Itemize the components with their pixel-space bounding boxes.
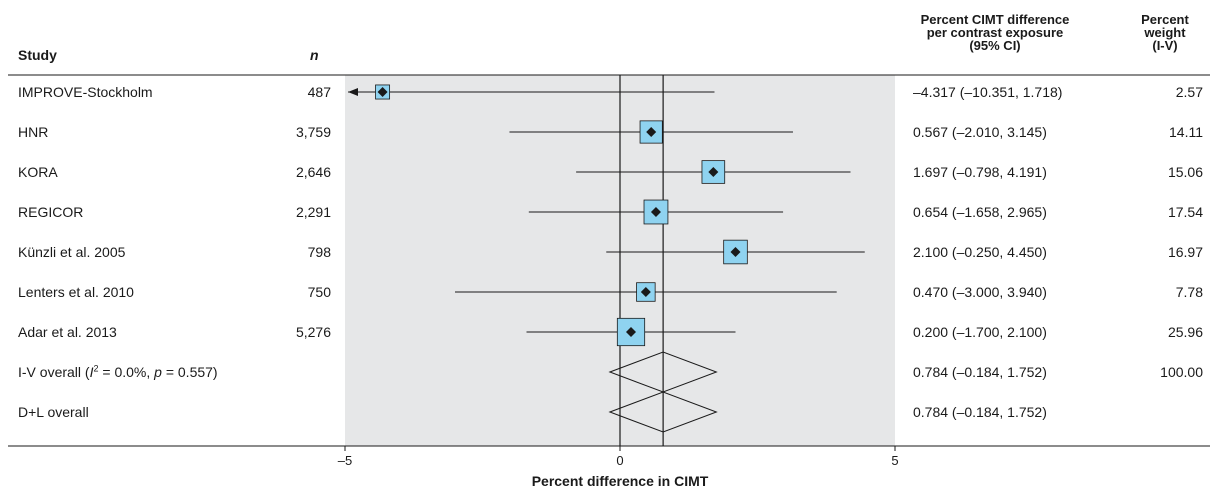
p-symbol: p	[154, 364, 162, 380]
study-n: 487	[307, 84, 331, 100]
header-weight-line1: Percent	[1141, 12, 1189, 27]
study-n: 2,646	[295, 164, 331, 180]
study-label: HNR	[18, 124, 49, 140]
study-label: KORA	[18, 164, 58, 180]
overall-diamond	[608, 351, 718, 393]
point-estimate	[708, 167, 719, 177]
overall-weight: 100.00	[1160, 364, 1203, 380]
i-squared-superscript: 2	[93, 363, 99, 374]
point-estimate	[730, 247, 741, 257]
study-ci-text: 0.470 (–3.000, 3.940)	[913, 284, 1047, 300]
header-weight-line2: weight	[1144, 25, 1186, 40]
study-weight: 7.78	[1175, 284, 1203, 300]
i-squared-symbol: I	[89, 364, 94, 380]
study-ci-text: 2.100 (–0.250, 4.450)	[913, 244, 1047, 260]
study-weight: 14.11	[1169, 124, 1203, 140]
header-ci-line1: Percent CIMT difference	[920, 12, 1070, 27]
study-n: 5,276	[295, 324, 331, 340]
overall-diamond	[608, 391, 718, 433]
ci-arrow	[348, 88, 358, 96]
study-ci-text: 0.654 (–1.658, 2.965)	[913, 204, 1047, 220]
study-weight: 2.57	[1175, 84, 1203, 100]
header-weight-line3: (I-V)	[1152, 38, 1178, 53]
header-ci: Percent CIMT difference per contrast exp…	[900, 13, 1090, 52]
study-weight: 16.97	[1167, 244, 1203, 260]
header-study: Study	[18, 47, 57, 63]
point-estimate	[626, 327, 636, 337]
study-ci-text: 0.567 (–2.010, 3.145)	[913, 124, 1047, 140]
point-estimate	[640, 287, 651, 297]
overall-label: D+L overall	[18, 404, 89, 420]
study-label: Künzli et al. 2005	[18, 244, 126, 260]
header-ci-line2: per contrast exposure	[926, 25, 1064, 40]
study-n: 750	[307, 284, 331, 300]
point-estimate	[650, 207, 661, 217]
study-n: 3,759	[295, 124, 331, 140]
study-ci-text: 1.697 (–0.798, 4.191)	[913, 164, 1047, 180]
point-estimate	[646, 127, 657, 137]
x-tick-label: 5	[891, 453, 898, 468]
study-label: IMPROVE-Stockholm	[18, 84, 153, 100]
study-ci-text: 0.200 (–1.700, 2.100)	[913, 324, 1047, 340]
header-ci-line3: (95% CI)	[969, 38, 1021, 53]
study-ci-text: –4.317 (–10.351, 1.718)	[913, 84, 1063, 100]
header-weight: Percent weight (I-V)	[1120, 13, 1210, 52]
study-weight: 15.06	[1167, 164, 1203, 180]
study-label: Lenters et al. 2010	[18, 284, 134, 300]
overall-label: I-V overall (I2 = 0.0%, p = 0.557)	[18, 363, 218, 380]
study-n: 798	[307, 244, 331, 260]
overall-ci-text: 0.784 (–0.184, 1.752)	[913, 364, 1047, 380]
x-axis-label: Percent difference in CIMT	[532, 473, 709, 489]
study-weight: 25.96	[1167, 324, 1203, 340]
study-label: REGICOR	[18, 204, 84, 220]
study-n: 2,291	[295, 204, 331, 220]
x-tick-label: 0	[616, 453, 623, 468]
overall-ci-text: 0.784 (–0.184, 1.752)	[913, 404, 1047, 420]
x-tick-label: –5	[338, 453, 352, 468]
point-estimate	[377, 87, 388, 97]
study-label: Adar et al. 2013	[18, 324, 117, 340]
study-weight: 17.54	[1167, 204, 1203, 220]
header-n: n	[310, 47, 319, 63]
